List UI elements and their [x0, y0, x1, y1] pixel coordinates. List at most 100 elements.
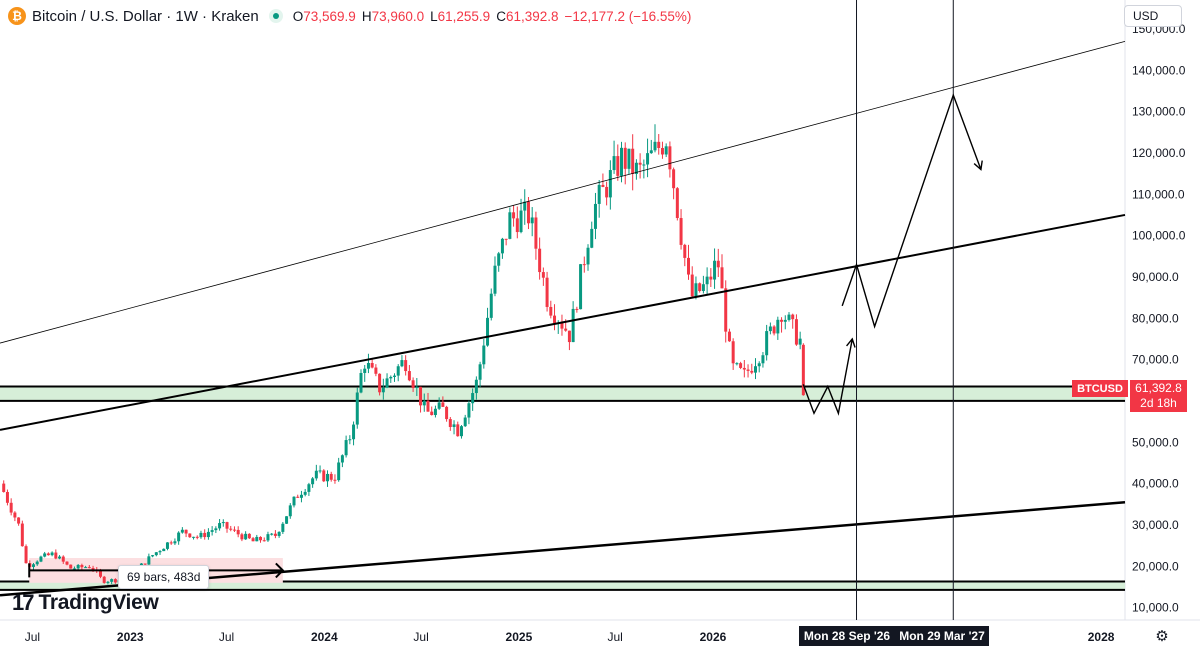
- y-tick-label: 120,000.0: [1132, 146, 1186, 160]
- x-tick-label: 2028: [1088, 630, 1115, 644]
- candle-body: [593, 203, 597, 229]
- candle-body: [9, 502, 13, 513]
- candle-body: [419, 386, 423, 406]
- candle-body: [534, 217, 538, 249]
- candle-body: [597, 184, 601, 204]
- candle-body: [229, 528, 233, 530]
- candle-body: [683, 244, 687, 258]
- ohlc-values: O73,569.9 H73,960.0 L61,255.9 C61,392.8 …: [292, 8, 692, 24]
- candle-body: [448, 419, 452, 427]
- y-tick-label: 140,000.0: [1132, 63, 1186, 77]
- candle-body: [288, 505, 292, 517]
- candle-body: [675, 188, 679, 219]
- candle-body: [753, 366, 757, 373]
- candle-body: [761, 355, 765, 364]
- y-tick-label: 80,000.0: [1132, 311, 1179, 325]
- candle-body: [765, 331, 769, 356]
- candle-body: [113, 579, 117, 583]
- x-tick-label: Jul: [25, 630, 40, 644]
- candle-body: [526, 201, 530, 224]
- candle-body: [69, 564, 73, 569]
- candle-body: [76, 564, 80, 569]
- candle-body: [515, 218, 519, 233]
- candle-body: [415, 386, 419, 389]
- candle-body: [366, 363, 370, 369]
- candle-body: [61, 556, 65, 562]
- candle-body: [739, 363, 743, 368]
- x-tick-label: 2023: [117, 630, 144, 644]
- candle-body: [192, 536, 196, 538]
- settings-gear-icon[interactable]: ⚙: [1155, 628, 1169, 645]
- vertical-line-date-2: Mon 29 Mar '27: [895, 626, 989, 646]
- candle-body: [65, 561, 69, 565]
- candle-body: [411, 380, 415, 389]
- support-zone-upper-fill: [0, 386, 1125, 401]
- candle-body: [478, 364, 482, 380]
- candle-body: [612, 156, 616, 171]
- symbol-title[interactable]: Bitcoin / U.S. Dollar · 1W · Kraken: [32, 7, 259, 25]
- tradingview-logo[interactable]: 17 TradingView: [12, 590, 159, 616]
- candle-body: [668, 146, 672, 170]
- candle-body: [731, 341, 735, 364]
- candle-body: [500, 238, 504, 254]
- candle-body: [445, 406, 449, 420]
- candle-body: [333, 479, 337, 481]
- candle-body: [560, 322, 564, 329]
- candle-body: [292, 496, 296, 506]
- candle-body: [262, 540, 266, 542]
- candle-body: [218, 523, 222, 529]
- candle-body: [318, 470, 322, 472]
- candle-body: [508, 212, 512, 239]
- candle-body: [463, 417, 467, 427]
- candle-body: [162, 548, 166, 552]
- y-tick-label: 70,000.0: [1132, 353, 1179, 367]
- market-status-icon[interactable]: [268, 9, 283, 23]
- candle-body: [780, 319, 784, 322]
- candle-body: [299, 494, 303, 498]
- upper-channel-line: [0, 40, 1126, 344]
- candle-body: [236, 529, 240, 535]
- candle-body: [459, 426, 463, 437]
- x-tick-label: Jul: [607, 630, 622, 644]
- candle-body: [177, 532, 181, 542]
- candle-body: [433, 408, 437, 416]
- candle-body: [735, 363, 739, 365]
- candle-body: [660, 148, 664, 155]
- candle-body: [441, 402, 445, 407]
- projection-path: [841, 93, 982, 329]
- candle-body: [277, 531, 281, 536]
- candle-body: [679, 218, 683, 245]
- y-tick-label: 50,000.0: [1132, 435, 1179, 449]
- candle-body: [91, 567, 95, 570]
- y-tick-label: 100,000.0: [1132, 229, 1186, 243]
- candle-body: [203, 532, 207, 538]
- support-zone-lower-fill: [0, 581, 1125, 590]
- candle-body: [255, 536, 259, 542]
- candle-body: [210, 530, 214, 532]
- candle-body: [147, 556, 151, 565]
- candle-body: [303, 491, 307, 495]
- candle-body: [664, 146, 668, 155]
- candle-body: [467, 403, 471, 418]
- candle-body: [84, 567, 88, 569]
- candle-body: [672, 169, 676, 189]
- candle-body: [340, 455, 344, 463]
- candle-body: [337, 462, 341, 481]
- candle-body: [173, 541, 177, 544]
- currency-selector[interactable]: USD: [1124, 5, 1182, 27]
- date-range-arrowhead: [275, 562, 285, 579]
- candle-body: [329, 473, 333, 480]
- candle-body: [798, 338, 802, 345]
- candle-body: [698, 283, 702, 292]
- candle-body: [251, 538, 255, 542]
- candle-body: [482, 345, 486, 365]
- candle-body: [422, 400, 426, 406]
- y-tick-label: 110,000.0: [1132, 187, 1185, 201]
- candle-body: [586, 247, 590, 265]
- candle-body: [385, 378, 389, 388]
- candle-body: [355, 392, 359, 425]
- candle-body: [757, 363, 761, 367]
- candle-body: [720, 267, 724, 289]
- candle-body: [623, 147, 627, 169]
